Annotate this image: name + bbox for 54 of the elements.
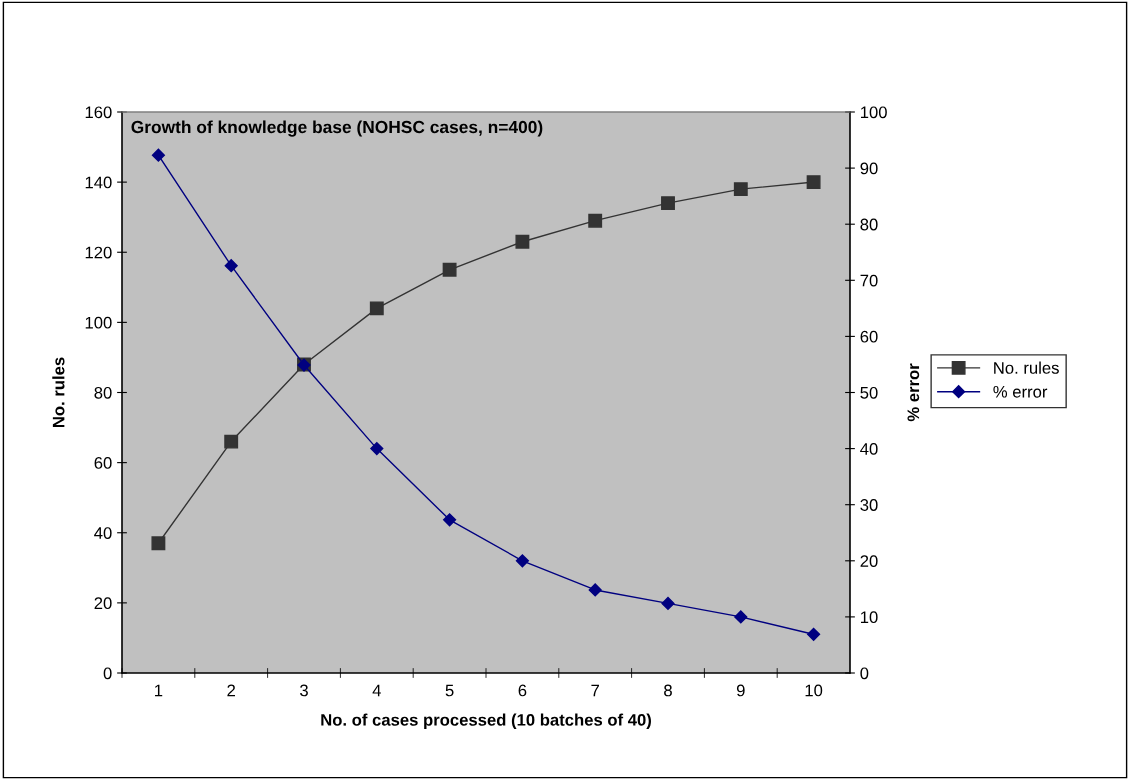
- point: [224, 434, 239, 449]
- point: [734, 610, 748, 624]
- y2-tick-label: 30: [860, 499, 878, 511]
- point: [588, 213, 603, 228]
- point: [151, 148, 165, 162]
- point: [661, 196, 675, 211]
- y2-tick-label: 70: [860, 274, 878, 287]
- point: [443, 513, 457, 527]
- y2-tick-label: 100: [860, 106, 887, 119]
- point: [151, 536, 166, 551]
- x-tick-label: 1: [155, 684, 163, 697]
- y-axis-title: No. rules: [52, 357, 65, 428]
- y-tick-label: 20: [94, 597, 112, 610]
- y2-tick-label: 0: [860, 667, 869, 680]
- y2-tick-label: 90: [860, 162, 878, 175]
- y2-tick-label: 50: [860, 386, 878, 399]
- point: [370, 442, 384, 456]
- y2-tick-label: 10: [860, 611, 878, 624]
- y-tick-label: 140: [85, 176, 112, 189]
- point: [806, 175, 821, 190]
- point: [515, 554, 529, 568]
- x-tick-label: 4: [372, 684, 381, 697]
- point: [733, 182, 748, 197]
- point: [369, 301, 384, 316]
- y2-tick-label: 40: [860, 443, 878, 455]
- legend-label: No. rules: [994, 361, 1059, 374]
- point: [661, 596, 675, 611]
- y-tick-label: 160: [85, 106, 112, 119]
- x-tick-label: 2: [227, 684, 235, 697]
- y-tick-label: 120: [85, 246, 112, 259]
- x-tick-label: 5: [445, 684, 454, 697]
- y-tick-label: 60: [94, 457, 112, 469]
- y-tick-label: 0: [103, 667, 112, 680]
- x-tick-label: 10: [805, 684, 823, 697]
- y2-axis-title: % error: [907, 363, 920, 422]
- x-axis-title: No. of cases processed (10 batches of 40): [321, 713, 651, 730]
- legend-label: % error: [993, 385, 1048, 398]
- y-tick-label: 100: [85, 316, 112, 329]
- y-tick-label: 80: [94, 386, 112, 399]
- x-tick-label: 6: [518, 684, 527, 697]
- y2-tick-label: 80: [860, 218, 878, 231]
- point: [515, 234, 530, 249]
- point: [224, 259, 238, 273]
- x-tick-label: 3: [300, 684, 308, 697]
- y2-tick-label: 20: [860, 555, 878, 567]
- chart-title: Growth of knowledge base (NOHSC cases, n=400): [131, 120, 543, 137]
- point: [588, 583, 602, 597]
- x-tick-label: 9: [736, 684, 745, 697]
- point: [807, 627, 821, 641]
- y-tick-label: 40: [94, 527, 112, 539]
- x-tick-label: 7: [591, 684, 599, 697]
- x-tick-label: 8: [664, 684, 672, 697]
- y2-tick-label: 60: [860, 330, 878, 343]
- point: [442, 262, 457, 277]
